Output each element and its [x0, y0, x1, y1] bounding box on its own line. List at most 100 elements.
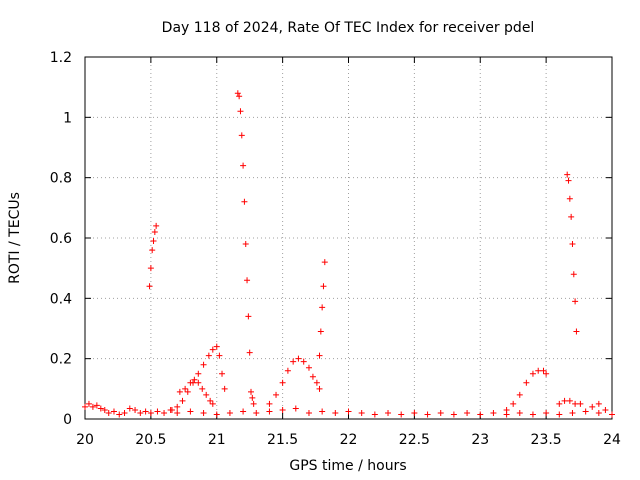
data-point [510, 400, 517, 407]
data-point [317, 328, 324, 335]
data-point [582, 408, 589, 415]
data-point [199, 385, 206, 392]
data-point [207, 397, 214, 404]
data-point [187, 379, 194, 386]
data-point [292, 405, 299, 412]
data-point [595, 409, 602, 416]
y-tick-label: 0 [63, 412, 72, 428]
data-point [569, 409, 576, 416]
data-point [116, 411, 123, 418]
data-point [248, 388, 255, 395]
data-point [147, 409, 154, 416]
data-point [595, 400, 602, 407]
data-point [89, 403, 96, 410]
x-tick-label: 20 [76, 432, 94, 448]
chart-title: Day 118 of 2024, Rate Of TEC Index for r… [162, 20, 535, 36]
data-point [535, 367, 542, 374]
data-point [246, 349, 253, 356]
x-tick-label: 22 [340, 432, 358, 448]
data-point [572, 400, 579, 407]
data-point [424, 411, 431, 418]
data-point [529, 370, 536, 377]
data-point [151, 228, 158, 235]
data-point [540, 367, 547, 374]
data-point [174, 403, 181, 410]
x-axis-label: GPS time / hours [289, 458, 406, 474]
data-point [371, 411, 378, 418]
series-spike-23.72-tail [573, 328, 580, 335]
data-point [105, 409, 112, 416]
data-point [203, 391, 210, 398]
y-tick-label: 1.2 [50, 50, 72, 66]
data-point [242, 241, 249, 248]
y-tick-label: 1 [63, 110, 72, 126]
data-point [153, 222, 160, 229]
data-point [253, 409, 260, 416]
data-point [154, 408, 161, 415]
data-point [137, 409, 144, 416]
data-point [321, 259, 328, 266]
data-point [566, 397, 573, 404]
data-point [147, 265, 154, 272]
data-point [149, 247, 156, 254]
data-point [216, 352, 223, 359]
data-point [305, 364, 312, 371]
data-point [184, 388, 191, 395]
data-point [200, 361, 207, 368]
data-point [187, 408, 194, 415]
data-point [477, 411, 484, 418]
data-point [85, 400, 92, 407]
data-point [556, 400, 563, 407]
data-point [309, 373, 316, 380]
data-point [221, 385, 228, 392]
x-tick-label: 23.5 [531, 432, 562, 448]
data-point [146, 283, 153, 290]
data-point [110, 408, 117, 415]
data-point [290, 358, 297, 365]
data-point [226, 409, 233, 416]
data-point [200, 409, 207, 416]
data-point [561, 397, 568, 404]
data-point [523, 379, 530, 386]
data-point [313, 379, 320, 386]
data-point [266, 400, 273, 407]
data-point [132, 406, 139, 413]
data-point [213, 411, 220, 418]
data-point [234, 90, 241, 97]
x-tick-label: 20.5 [135, 432, 166, 448]
series-spike-20.5 [146, 222, 160, 290]
data-point [266, 408, 273, 415]
data-point [195, 370, 202, 377]
data-point [121, 409, 128, 416]
data-point [516, 391, 523, 398]
data-point [319, 408, 326, 415]
data-point [437, 409, 444, 416]
data-point [564, 171, 571, 178]
data-point [237, 108, 244, 115]
data-point [161, 409, 168, 416]
data-point [516, 409, 523, 416]
data-point [385, 409, 392, 416]
data-point [566, 195, 573, 202]
x-tick-label: 23 [471, 432, 489, 448]
data-point [284, 367, 291, 374]
y-tick-label: 0.8 [50, 171, 72, 187]
data-point [244, 277, 251, 284]
series-baseline [82, 400, 615, 418]
data-point [543, 370, 550, 377]
series-bump-23.7 [556, 397, 609, 413]
data-point [320, 283, 327, 290]
data-point [209, 346, 216, 353]
data-point [332, 409, 339, 416]
data-point [565, 177, 572, 184]
data-point [589, 403, 596, 410]
data-point [609, 411, 615, 418]
data-point [250, 400, 257, 407]
data-point [279, 406, 286, 413]
data-point [398, 411, 405, 418]
series-spike-21.2 [234, 90, 253, 356]
axis-ticks: 20 20.5 21 21.5 22 22.5 23 23.5 24 0 0.2 0.4 0.6 0.8 1… [50, 50, 621, 448]
data-point [195, 379, 202, 386]
